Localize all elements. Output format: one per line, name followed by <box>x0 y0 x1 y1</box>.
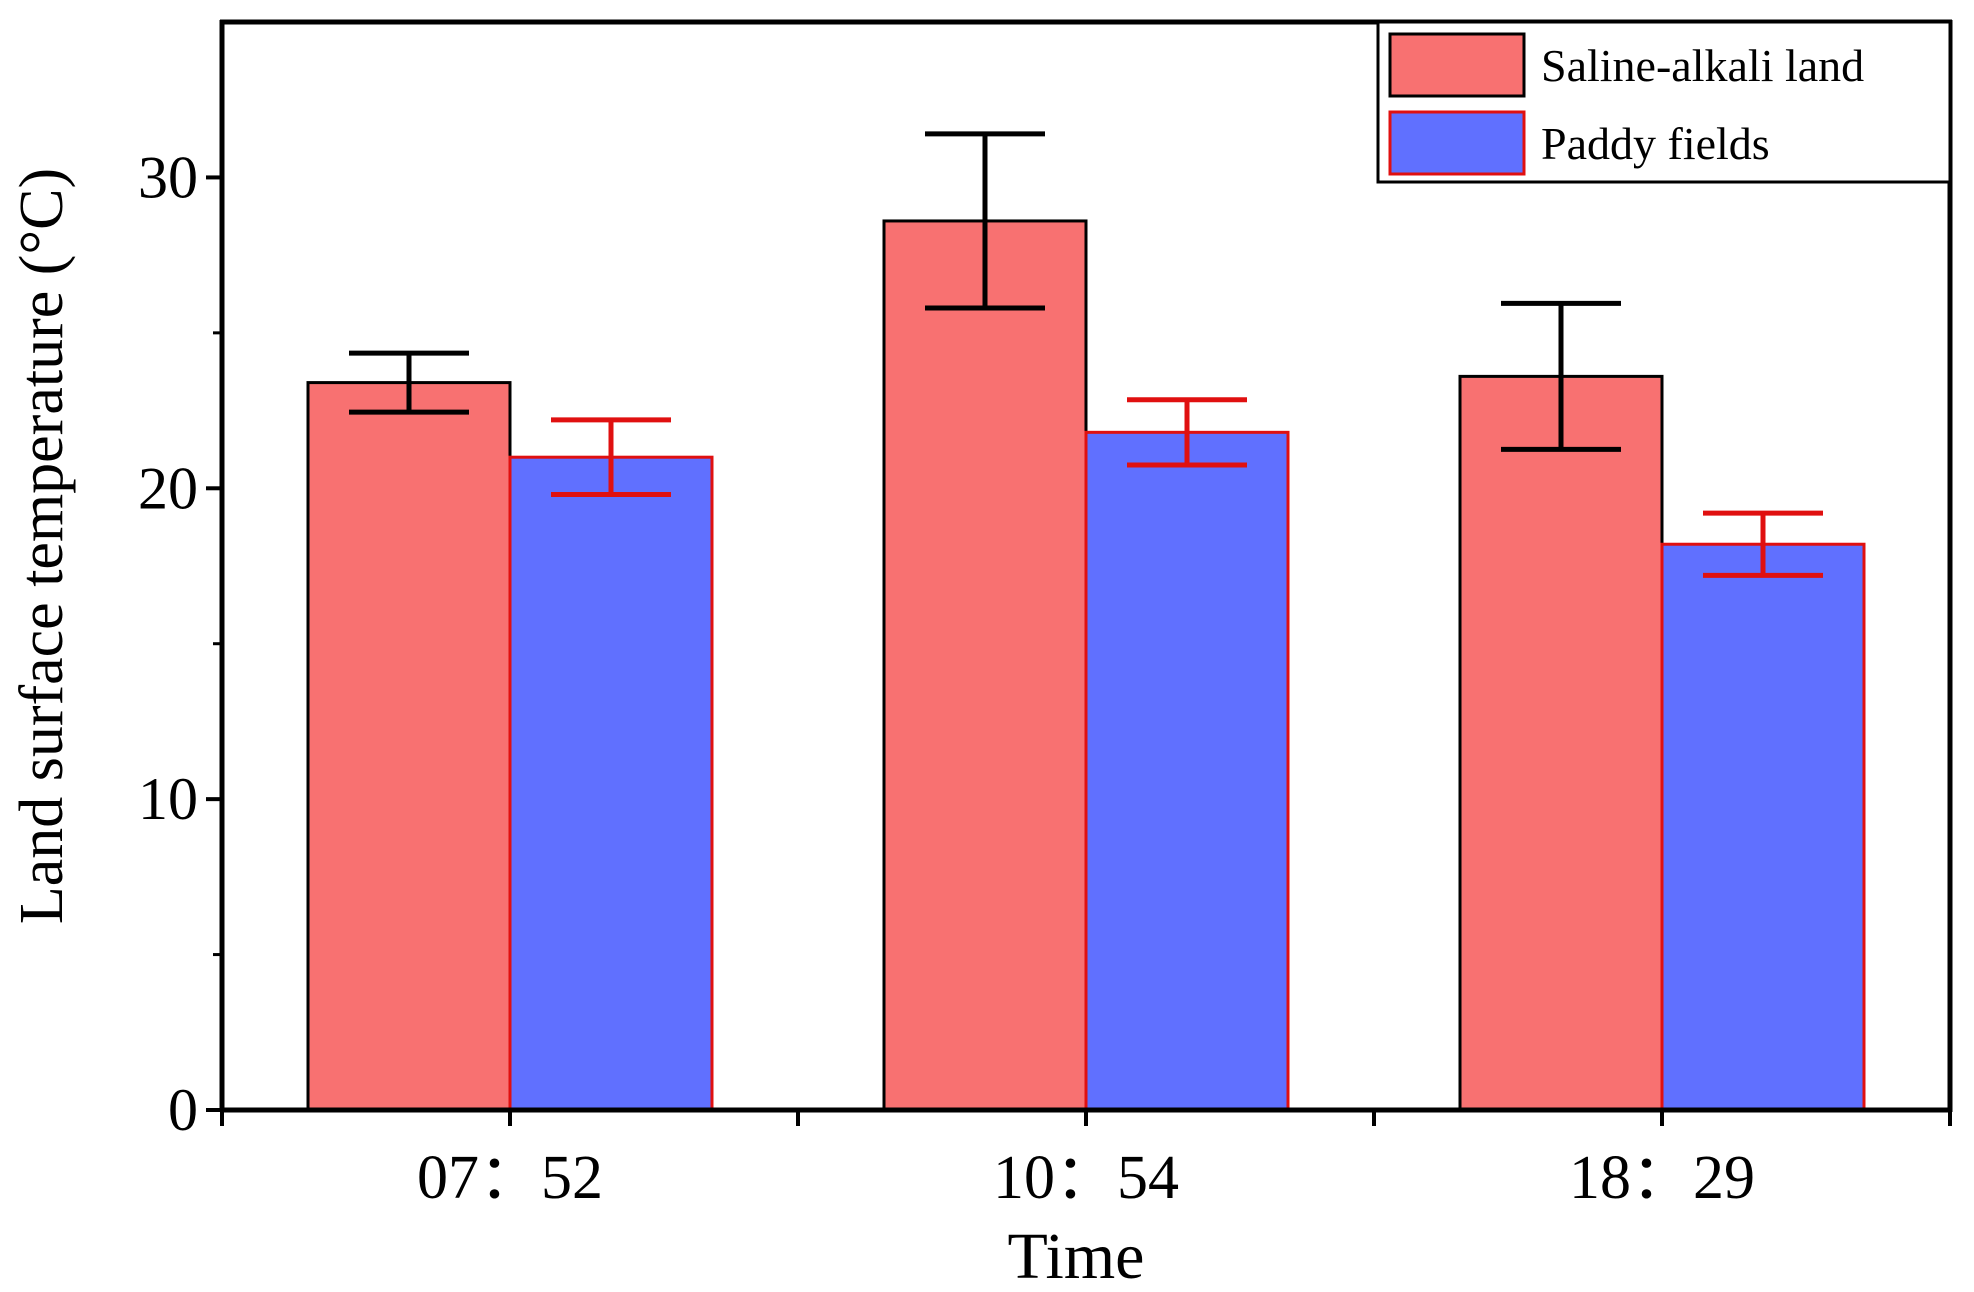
y-tick-label: 20 <box>138 455 198 521</box>
ticks-layer: 07：52 10：54 18：29 0 10 20 30 <box>138 144 1952 1212</box>
bar-saline-alkali-land-2 <box>882 219 1088 1112</box>
legend-swatch-paddy-fields <box>1388 110 1526 176</box>
y-tick-label: 0 <box>168 1077 198 1143</box>
x-tick-label: 18：29 <box>1569 1144 1755 1212</box>
bars-layer <box>306 219 1866 1112</box>
error-bar-saline-alkali-land-3 <box>1501 300 1621 452</box>
bar-saline-alkali-land-1 <box>306 381 512 1112</box>
bar-paddy-fields-2 <box>1084 430 1290 1112</box>
x-tick-label: 07：52 <box>417 1144 603 1212</box>
y-tick-label: 30 <box>138 144 198 210</box>
y-axis-title: Land surface temperature (°C) <box>8 168 76 924</box>
error-bar-saline-alkali-land-2 <box>925 131 1045 311</box>
error-bar-saline-alkali-land-1 <box>349 350 469 415</box>
legend-label-paddy-fields: Paddy fields <box>1541 118 1770 169</box>
error-bars-layer <box>349 131 1823 578</box>
legend-label-saline-alkali-land: Saline-alkali land <box>1541 40 1864 91</box>
error-bar-paddy-fields-2 <box>1127 397 1247 468</box>
legend: Saline-alkali land Paddy fields <box>1376 20 1952 184</box>
bar-saline-alkali-land-3 <box>1458 374 1664 1112</box>
legend-swatch-saline-alkali-land <box>1388 32 1526 98</box>
bar-paddy-fields-3 <box>1660 542 1866 1112</box>
error-bar-paddy-fields-1 <box>551 417 671 498</box>
x-axis-title: Time <box>1008 1220 1145 1292</box>
bar-paddy-fields-1 <box>508 455 714 1112</box>
y-tick-label: 10 <box>138 766 198 832</box>
error-bar-paddy-fields-3 <box>1703 510 1823 578</box>
x-tick-label: 10：54 <box>993 1144 1179 1212</box>
